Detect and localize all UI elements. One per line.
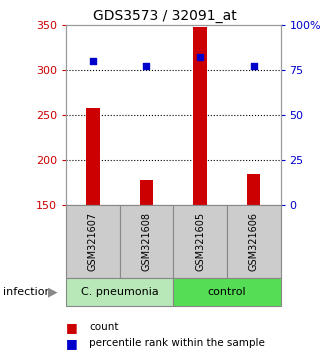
Bar <box>66 205 120 278</box>
Text: control: control <box>208 287 246 297</box>
Text: C. pneumonia: C. pneumonia <box>81 287 158 297</box>
Bar <box>193 27 207 205</box>
Text: ■: ■ <box>66 321 78 334</box>
Bar <box>119 205 173 278</box>
Bar <box>173 205 227 278</box>
Text: GDS3573 / 32091_at: GDS3573 / 32091_at <box>93 9 237 23</box>
Bar <box>247 174 260 205</box>
Point <box>251 63 256 69</box>
Point <box>144 63 149 69</box>
Text: percentile rank within the sample: percentile rank within the sample <box>89 338 265 348</box>
Bar <box>173 278 280 306</box>
Bar <box>86 108 100 205</box>
Text: ▶: ▶ <box>48 286 57 298</box>
Point <box>197 55 203 60</box>
Text: GSM321606: GSM321606 <box>249 212 259 271</box>
Text: ■: ■ <box>66 337 78 350</box>
Text: GSM321605: GSM321605 <box>195 212 205 271</box>
Bar <box>140 180 153 205</box>
Point <box>90 58 95 64</box>
Text: GSM321608: GSM321608 <box>142 212 151 271</box>
Text: GSM321607: GSM321607 <box>88 212 98 271</box>
Text: infection: infection <box>3 287 52 297</box>
Bar <box>66 278 173 306</box>
Bar <box>227 205 280 278</box>
Text: count: count <box>89 322 118 332</box>
